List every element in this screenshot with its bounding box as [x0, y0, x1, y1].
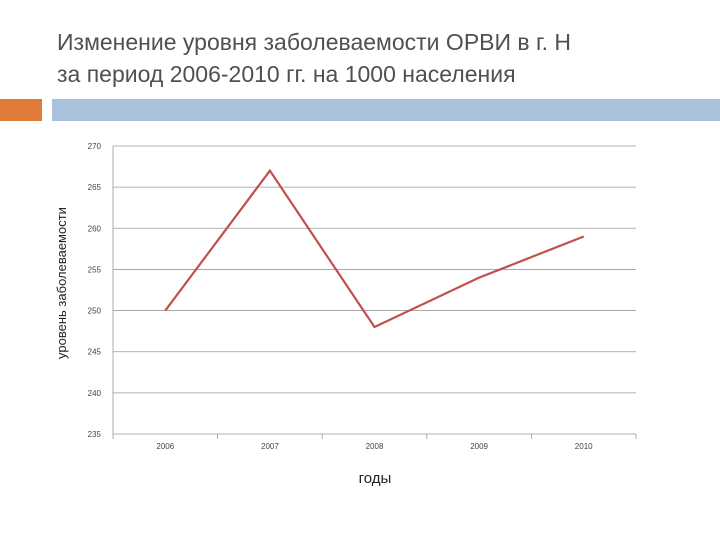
- grid-lines: [112, 145, 637, 439]
- y-tick-label: 235: [88, 430, 102, 439]
- y-tick-label: 270: [88, 142, 102, 151]
- x-tick-label: 2010: [575, 442, 593, 451]
- x-tick-label: 2006: [156, 442, 174, 451]
- accent-bar-blue: [52, 99, 720, 121]
- y-tick-label: 260: [88, 224, 102, 233]
- y-tick-label: 265: [88, 183, 102, 192]
- x-tick-labels: 2006 2007 2008 2009 2010: [156, 442, 593, 451]
- x-tick-label: 2008: [366, 442, 384, 451]
- y-tick-label: 245: [88, 348, 102, 357]
- x-axis-title: годы: [359, 470, 392, 487]
- accent-block-orange: [0, 99, 42, 121]
- y-tick-label: 240: [88, 389, 102, 398]
- x-tick-label: 2007: [261, 442, 279, 451]
- y-tick-label: 255: [88, 265, 102, 274]
- y-axis-title: уровень заболеваемости: [54, 207, 69, 359]
- series-group: [164, 168, 585, 329]
- y-tick-label: 250: [88, 307, 102, 316]
- x-tick-label: 2009: [470, 442, 488, 451]
- y-tick-labels: 235 240 245 250 255 260 265 270: [88, 142, 102, 439]
- series-line: [164, 168, 585, 329]
- slide-title: Изменение уровня заболеваемости ОРВИ в г…: [57, 29, 571, 87]
